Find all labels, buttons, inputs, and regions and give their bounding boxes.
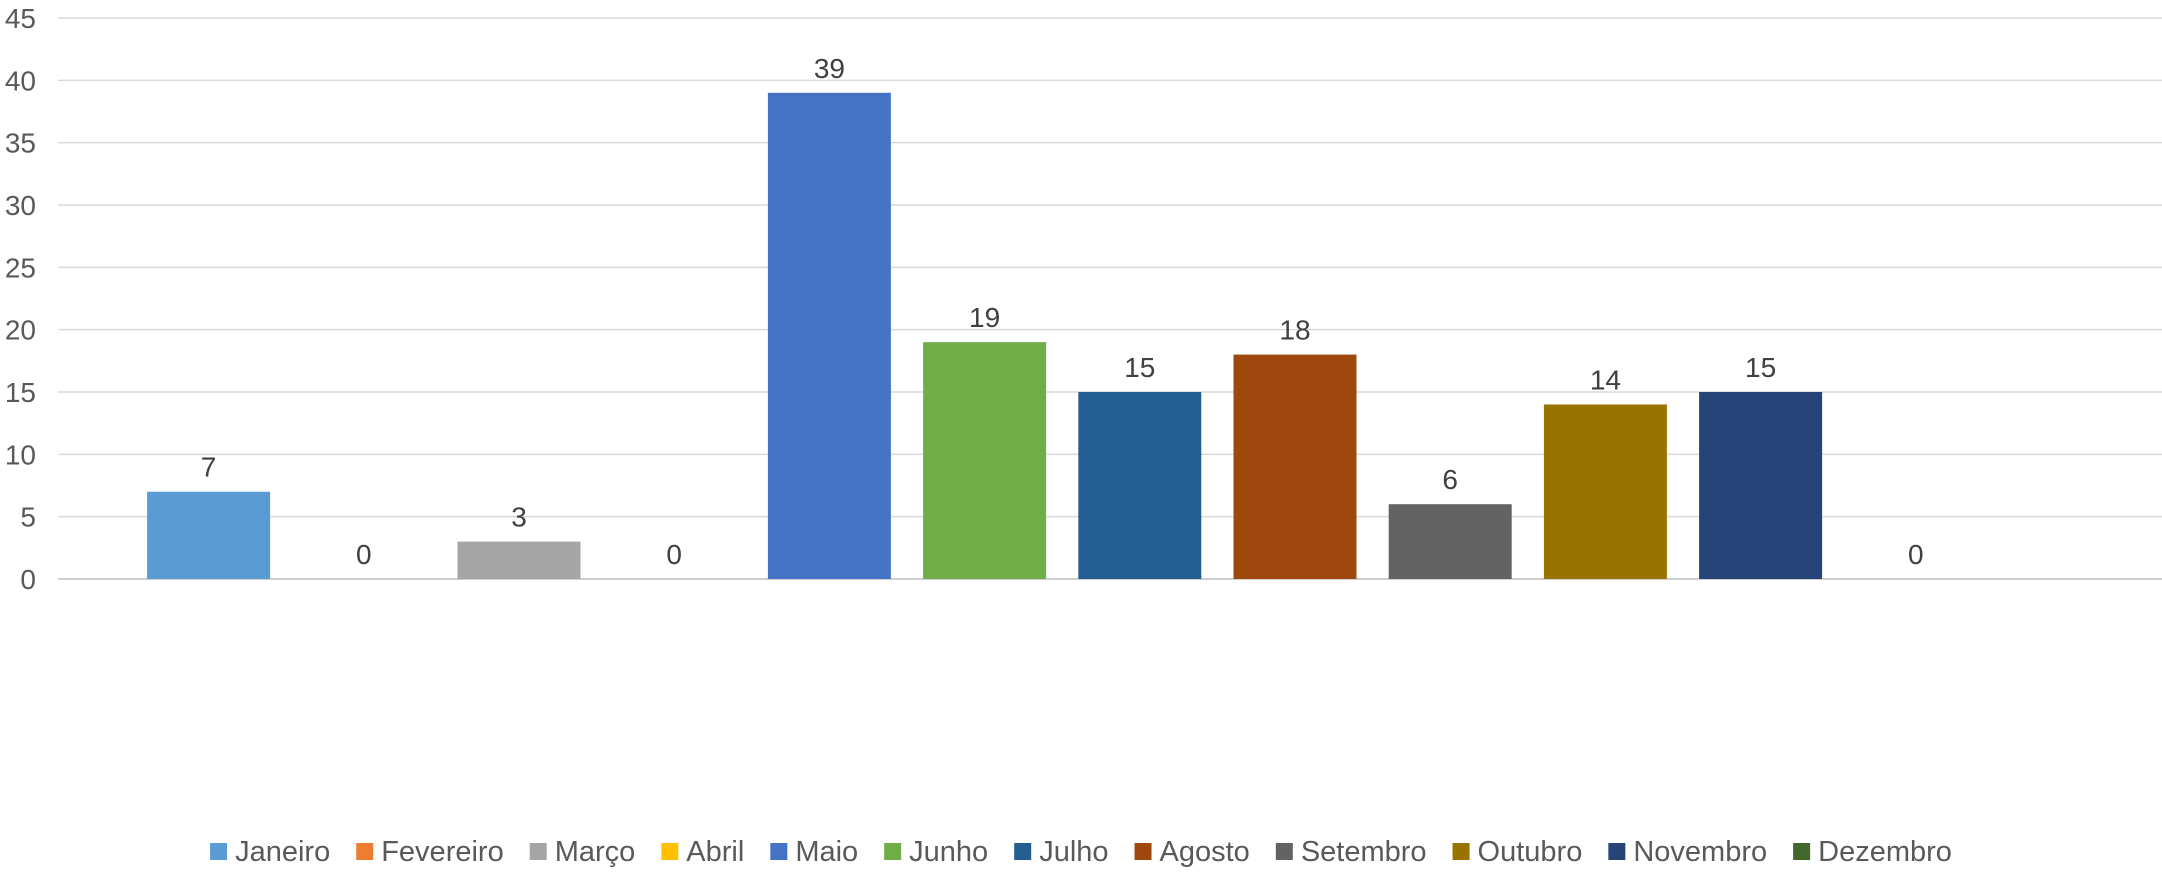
bar-julho [1078,392,1202,579]
y-tick-label: 25 [5,252,36,283]
bars [147,92,1823,580]
legend-label: Fevereiro [381,836,504,868]
legend-item-outubro: Outubro [1452,836,1583,868]
data-label-agosto: 18 [1279,315,1310,346]
legend-swatch [529,843,547,860]
data-label-setembro: 6 [1442,464,1458,495]
legend-item-março: Março [529,836,636,868]
legend-item-setembro: Setembro [1275,836,1427,868]
bar-janeiro [147,491,271,579]
legend-item-fevereiro: Fevereiro [356,836,504,868]
legend-item-abril: Abril [661,836,744,868]
y-tick-label: 30 [5,190,36,221]
legend-swatch [770,843,788,860]
data-label-maio: 39 [814,53,845,84]
data-label-novembro: 15 [1745,352,1776,383]
legend-swatch [210,843,228,860]
bar-junho [923,342,1047,579]
data-label-fevereiro: 0 [356,539,372,570]
legend-label: Abril [686,836,744,868]
legend-item-julho: Julho [1014,836,1109,868]
legend-label: Agosto [1160,836,1250,868]
y-axis-ticks: 0 5 10 15 20 25 30 35 40 45 [5,3,36,595]
legend-item-junho: Junho [884,836,988,868]
legend-label: Dezembro [1818,836,1952,868]
legend-swatch [1134,843,1152,860]
legend-swatch [1608,843,1626,860]
y-tick-label: 45 [5,3,36,34]
bar-outubro [1543,404,1667,579]
legend-swatch [1793,843,1811,860]
data-label-outubro: 14 [1590,364,1621,395]
data-label-junho: 19 [969,302,1000,333]
gridlines [58,17,2162,580]
bar-agosto [1233,354,1357,579]
data-label-abril: 0 [666,539,682,570]
legend-swatch [1275,843,1293,860]
legend-swatch [356,843,374,860]
data-label-janeiro: 7 [201,452,217,483]
legend-item-maio: Maio [770,836,858,868]
legend-label: Maio [795,836,858,868]
y-tick-label: 5 [20,502,36,533]
legend-label: Outubro [1478,836,1583,868]
legend-swatch [1452,843,1470,860]
bar-março [457,541,581,579]
legend-swatch [661,843,679,860]
legend-label: Janeiro [235,836,330,868]
bar-novembro [1699,392,1823,579]
y-tick-label: 40 [5,65,36,96]
legend-item-janeiro: Janeiro [210,836,330,868]
y-tick-label: 0 [20,564,36,595]
y-tick-label: 15 [5,377,36,408]
legend-swatch [884,843,902,860]
data-label-dezembro: 0 [1908,539,1924,570]
legend-label: Março [555,836,636,868]
legend-swatch [1014,843,1032,860]
data-label-julho: 15 [1124,352,1155,383]
y-tick-label: 20 [5,315,36,346]
legend: Janeiro Fevereiro Março Abril Maio Junho Julho… [210,836,1952,868]
legend-label: Junho [909,836,988,868]
y-tick-label: 35 [5,128,36,159]
bar-maio [767,92,891,580]
legend-item-agosto: Agosto [1134,836,1250,868]
legend-label: Setembro [1301,836,1427,868]
legend-item-novembro: Novembro [1608,836,1767,868]
legend-label: Novembro [1633,836,1767,868]
y-tick-label: 10 [5,439,36,470]
legend-label: Julho [1039,836,1108,868]
legend-item-dezembro: Dezembro [1793,836,1952,868]
data-labels: 7 0 3 0 39 19 15 18 6 14 15 0 [201,53,1924,570]
data-label-março: 3 [511,502,527,533]
bar-setembro [1388,504,1512,579]
